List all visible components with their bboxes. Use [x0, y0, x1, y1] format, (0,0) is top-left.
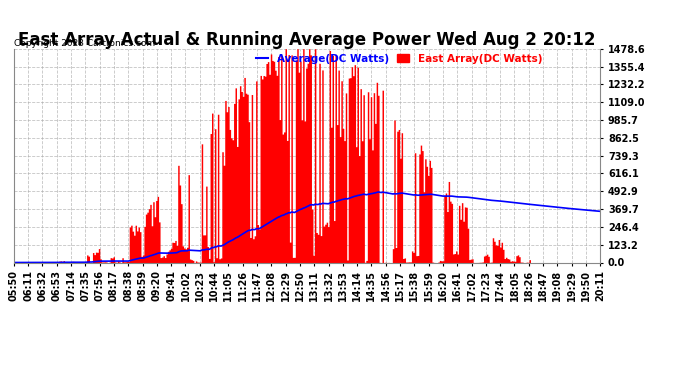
Title: East Array Actual & Running Average Power Wed Aug 2 20:12: East Array Actual & Running Average Powe… [19, 31, 595, 49]
Text: Copyright 2023 Cartronics.com: Copyright 2023 Cartronics.com [14, 39, 155, 48]
Legend: Average(DC Watts), East Array(DC Watts): Average(DC Watts), East Array(DC Watts) [256, 54, 542, 64]
